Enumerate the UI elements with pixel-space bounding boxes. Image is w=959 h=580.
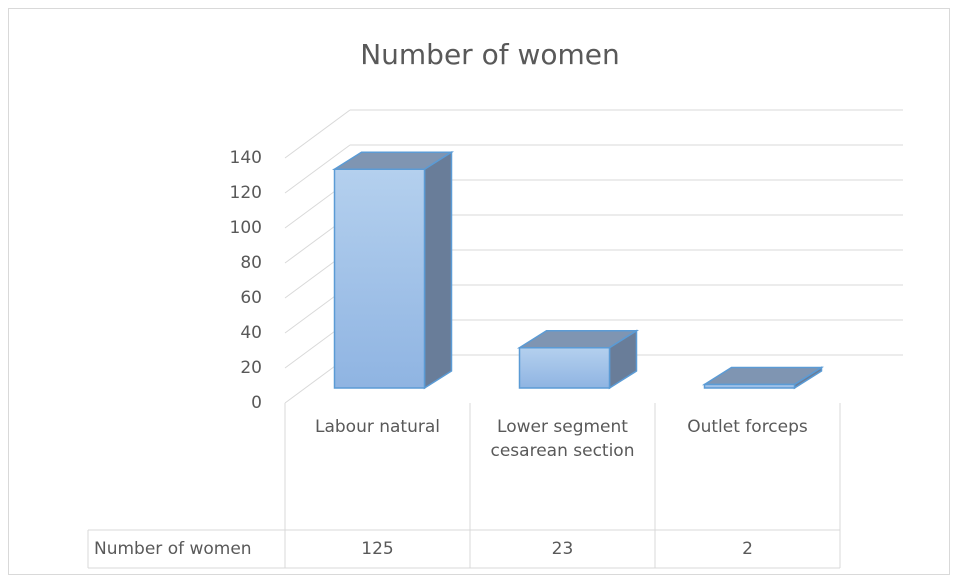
bar-front: [333, 168, 426, 389]
x-tick-label-box: Outlet forceps: [687, 417, 808, 437]
y-tick-label: 140: [230, 148, 262, 168]
bar-front: [703, 383, 796, 389]
table-series-name: Number of women: [94, 539, 252, 559]
y-tick-label: 60: [240, 288, 262, 308]
grid-line-side: [284, 144, 351, 194]
bar-front: [518, 347, 611, 389]
x-tick-label: Lower segment cesarean section: [490, 417, 635, 461]
x-tick-label: Labour natural: [314, 417, 440, 437]
table-value: 125: [361, 539, 393, 559]
table-value: 2: [742, 539, 753, 559]
y-tick-label: 40: [240, 323, 262, 343]
y-tick-label: 0: [251, 393, 262, 413]
chart-title: Number of women: [360, 38, 620, 71]
bar-side: [423, 150, 453, 390]
y-tick-label: 120: [230, 183, 262, 203]
grid-line-side: [284, 109, 351, 159]
y-tick-label: 100: [230, 218, 262, 238]
y-tick-label: 80: [240, 253, 262, 273]
x-tick-label-box: Lower segment cesarean section: [490, 417, 635, 461]
chart-border: [8, 8, 950, 575]
x-tick-label-box: Labour natural: [314, 417, 440, 437]
bar: [331, 150, 455, 390]
y-tick-label: 20: [240, 358, 262, 378]
bar: [516, 329, 640, 390]
x-tick-label: Outlet forceps: [687, 417, 808, 437]
bar: [701, 366, 825, 390]
table-value: 23: [552, 539, 574, 559]
